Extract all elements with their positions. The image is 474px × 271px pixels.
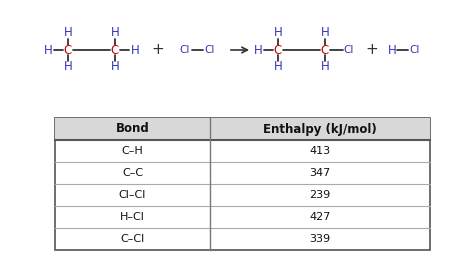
Text: 413: 413 [310, 146, 330, 156]
Text: Cl: Cl [344, 45, 354, 55]
Text: 239: 239 [310, 190, 331, 200]
Text: H: H [64, 27, 73, 40]
Text: 339: 339 [310, 234, 330, 244]
Text: C: C [274, 44, 282, 56]
Text: 427: 427 [310, 212, 331, 222]
Text: H: H [110, 60, 119, 73]
Text: H: H [44, 44, 52, 56]
Text: Cl: Cl [410, 45, 420, 55]
Text: Enthalpy (kJ/mol): Enthalpy (kJ/mol) [263, 122, 377, 136]
Text: H: H [64, 60, 73, 73]
Text: Cl: Cl [180, 45, 190, 55]
Text: H: H [131, 44, 139, 56]
Text: C–H: C–H [122, 146, 143, 156]
Text: +: + [152, 43, 164, 57]
Text: H: H [273, 27, 283, 40]
Text: 347: 347 [310, 168, 331, 178]
Text: +: + [365, 43, 378, 57]
Text: H: H [273, 60, 283, 73]
Text: C–C: C–C [122, 168, 143, 178]
Text: C: C [111, 44, 119, 56]
Text: Cl–Cl: Cl–Cl [119, 190, 146, 200]
Text: H: H [110, 27, 119, 40]
Text: C: C [321, 44, 329, 56]
Text: C–Cl: C–Cl [120, 234, 145, 244]
Text: Bond: Bond [116, 122, 149, 136]
Text: H–Cl: H–Cl [120, 212, 145, 222]
Bar [55, 118, 430, 140]
Bar [55, 118, 430, 250]
Text: H: H [254, 44, 263, 56]
Text: H: H [320, 60, 329, 73]
Text: Cl: Cl [205, 45, 215, 55]
Text: H: H [320, 27, 329, 40]
Text: H: H [388, 44, 396, 56]
Text: C: C [64, 44, 72, 56]
